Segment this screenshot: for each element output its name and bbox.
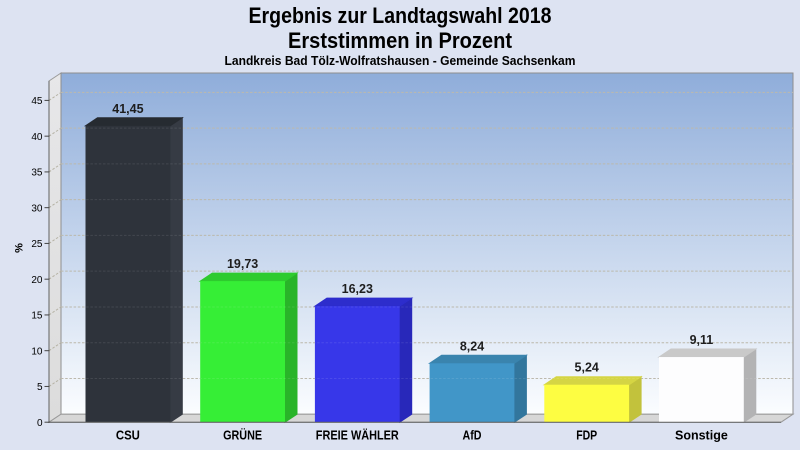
svg-text:20: 20	[31, 275, 43, 286]
svg-text:30: 30	[31, 203, 43, 214]
svg-text:25: 25	[31, 239, 43, 250]
svg-text:0: 0	[37, 418, 43, 429]
svg-text:45: 45	[31, 96, 43, 107]
svg-text:CSU: CSU	[116, 428, 140, 442]
svg-text:41,45: 41,45	[112, 102, 143, 116]
svg-text:40: 40	[31, 132, 43, 143]
svg-text:GRÜNE: GRÜNE	[223, 427, 262, 442]
svg-text:Sonstige: Sonstige	[675, 428, 728, 442]
svg-text:AfD: AfD	[463, 428, 482, 442]
svg-text:16,23: 16,23	[342, 282, 373, 296]
svg-text:Landkreis Bad Tölz-Wolfratshau: Landkreis Bad Tölz-Wolfratshausen - Geme…	[225, 54, 576, 68]
svg-text:Ergebnis zur Landtagswahl 2018: Ergebnis zur Landtagswahl 2018	[249, 3, 552, 28]
svg-text:15: 15	[31, 311, 43, 322]
svg-text:10: 10	[31, 346, 43, 357]
svg-text:9,11: 9,11	[690, 333, 714, 347]
svg-text:%: %	[14, 243, 26, 253]
svg-text:FREIE WÄHLER: FREIE WÄHLER	[316, 427, 399, 442]
svg-text:19,73: 19,73	[227, 257, 258, 271]
svg-text:5,24: 5,24	[575, 361, 599, 375]
svg-text:Erststimmen in Prozent: Erststimmen in Prozent	[288, 28, 513, 53]
svg-text:FDP: FDP	[576, 428, 597, 442]
svg-text:5: 5	[37, 382, 43, 393]
svg-text:35: 35	[31, 168, 43, 179]
svg-text:8,24: 8,24	[460, 339, 484, 353]
